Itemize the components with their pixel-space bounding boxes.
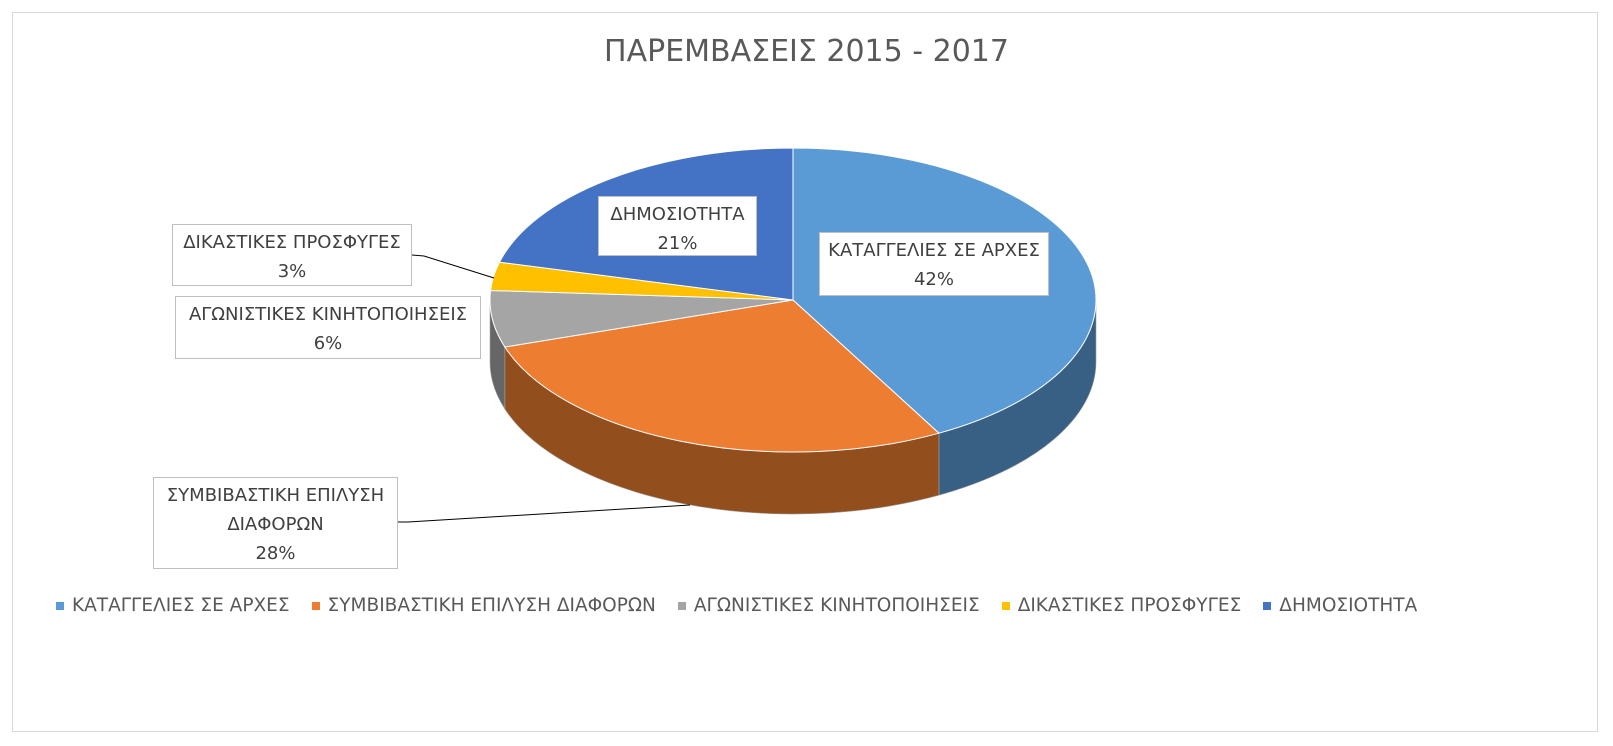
data-label-category: ΔΗΜΟΣΙΟΤΗΤΑ bbox=[610, 204, 745, 225]
legend-swatch bbox=[1001, 601, 1010, 610]
data-label-category: ΑΓΩΝΙΣΤΙΚΕΣ ΚΙΝΗΤΟΠΟΙΗΣΕΙΣ bbox=[188, 304, 468, 325]
data-label: ΔΙΚΑΣΤΙΚΕΣ ΠΡΟΣΦΥΓΕΣ 3% bbox=[172, 224, 412, 286]
data-label-value: 3% bbox=[277, 261, 307, 282]
legend-label: ΣΥΜΒΙΒΑΣΤΙΚΗ ΕΠΙΛΥΣΗ ΔΙΑΦΟΡΩΝ bbox=[327, 595, 656, 616]
data-label-value: 42% bbox=[913, 269, 954, 290]
chart-title: ΠΑΡΕΜΒΑΣΕΙΣ 2015 - 2017 bbox=[604, 34, 1009, 69]
slice bbox=[503, 299, 940, 453]
data-label-category: ΚΑΤΑΓΓΕΛΙΕΣ ΣΕ ΑΡΧΕΣ bbox=[828, 240, 1040, 261]
legend: ΚΑΤΑΓΓΕΛΙΕΣ ΣΕ ΑΡΧΕΣ ΣΥΜΒΙΒΑΣΤΙΚΗ ΕΠΙΛΥΣΗ… bbox=[56, 595, 1417, 616]
leader-line bbox=[398, 504, 691, 523]
data-label: ΑΓΩΝΙΣΤΙΚΕΣ ΚΙΝΗΤΟΠΟΙΗΣΕΙΣ 6% bbox=[175, 296, 481, 359]
legend-swatch bbox=[677, 601, 686, 610]
data-label-category: ΔΙΚΑΣΤΙΚΕΣ ΠΡΟΣΦΥΓΕΣ bbox=[183, 232, 401, 253]
data-label-value: 28% bbox=[255, 543, 296, 564]
legend-item: ΣΥΜΒΙΒΑΣΤΙΚΗ ΕΠΙΛΥΣΗ ΔΙΑΦΟΡΩΝ bbox=[311, 595, 656, 616]
legend-item: ΔΗΜΟΣΙΟΤΗΤΑ bbox=[1263, 595, 1417, 616]
legend-swatch bbox=[56, 601, 64, 610]
legend-swatch bbox=[1263, 601, 1272, 610]
data-label: ΔΗΜΟΣΙΟΤΗΤΑ 21% bbox=[598, 196, 757, 256]
data-label-category: ΣΥΜΒΙΒΑΣΤΙΚΗ ΕΠΙΛΥΣΗ ΔΙΑΦΟΡΩΝ bbox=[166, 485, 385, 535]
legend-item: ΑΓΩΝΙΣΤΙΚΕΣ ΚΙΝΗΤΟΠΟΙΗΣΕΙΣ bbox=[677, 595, 980, 616]
chart-frame bbox=[12, 12, 1598, 732]
data-label-value: 6% bbox=[313, 333, 343, 354]
legend-swatch bbox=[311, 601, 320, 610]
legend-item: ΔΙΚΑΣΤΙΚΕΣ ΠΡΟΣΦΥΓΕΣ bbox=[1001, 595, 1242, 616]
legend-label: ΔΙΚΑΣΤΙΚΕΣ ΠΡΟΣΦΥΓΕΣ bbox=[1017, 595, 1242, 616]
data-label-value: 21% bbox=[657, 233, 698, 254]
leader-line bbox=[411, 254, 495, 279]
legend-label: ΔΗΜΟΣΙΟΤΗΤΑ bbox=[1279, 595, 1418, 616]
data-label: ΚΑΤΑΓΓΕΛΙΕΣ ΣΕ ΑΡΧΕΣ 42% bbox=[819, 232, 1049, 296]
legend-item: ΚΑΤΑΓΓΕΛΙΕΣ ΣΕ ΑΡΧΕΣ bbox=[56, 595, 290, 616]
data-label: ΣΥΜΒΙΒΑΣΤΙΚΗ ΕΠΙΛΥΣΗ ΔΙΑΦΟΡΩΝ 28% bbox=[153, 477, 398, 569]
legend-label: ΚΑΤΑΓΓΕΛΙΕΣ ΣΕ ΑΡΧΕΣ bbox=[72, 595, 290, 616]
legend-label: ΑΓΩΝΙΣΤΙΚΕΣ ΚΙΝΗΤΟΠΟΙΗΣΕΙΣ bbox=[693, 595, 980, 616]
